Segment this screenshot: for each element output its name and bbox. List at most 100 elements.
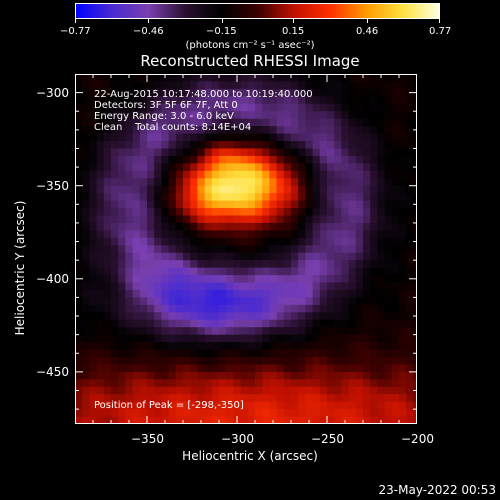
heatmap-cell: [118, 237, 126, 246]
heatmap-cell: [391, 260, 400, 269]
heatmap-cell: [291, 103, 299, 112]
heatmap-cell: [125, 200, 133, 209]
heatmap-cell: [406, 379, 414, 388]
heatmap-cell: [312, 111, 321, 120]
heatmap-cell: [175, 126, 184, 134]
heatmap-cell: [319, 208, 328, 216]
heatmap-cell: [96, 319, 105, 328]
heatmap-cell: [154, 103, 162, 112]
heatmap-cell: [355, 208, 364, 216]
heatmap-cell: [399, 275, 407, 283]
heatmap-cell: [291, 275, 299, 283]
heatmap-cell: [82, 304, 90, 313]
heatmap-cell: [82, 103, 90, 112]
heatmap-cell: [154, 245, 162, 254]
heatmap-cell: [406, 349, 414, 358]
heatmap-cell: [399, 319, 407, 328]
heatmap-cell: [233, 252, 241, 261]
heatmap-cell: [341, 252, 349, 261]
heatmap-cell: [262, 386, 270, 395]
heatmap-cell: [247, 230, 256, 239]
heatmap-cell: [298, 222, 306, 231]
heatmap-cell: [348, 193, 357, 201]
heatmap-cell: [197, 193, 205, 201]
heatmap-cell: [384, 163, 393, 172]
heatmap-cell: [183, 297, 191, 306]
heatmap-cell: [384, 141, 393, 149]
heatmap-cell: [89, 275, 97, 283]
heatmap-cell: [233, 215, 241, 224]
heatmap-cell: [183, 111, 191, 120]
heatmap-cell: [154, 364, 162, 373]
heatmap-cell: [111, 245, 119, 254]
heatmap-cell: [391, 245, 400, 254]
heatmap-cell: [96, 178, 105, 187]
heatmap-cell: [197, 141, 205, 149]
heatmap-cell: [190, 282, 198, 291]
heatmap-cell: [233, 193, 241, 201]
heatmap-cell: [211, 289, 220, 298]
heatmap-cell: [147, 401, 155, 410]
heatmap-cell: [233, 208, 241, 216]
heatmap-cell: [183, 364, 191, 373]
heatmap-cell: [334, 275, 342, 283]
heatmap-cell: [391, 275, 400, 283]
heatmap-cell: [413, 222, 417, 231]
heatmap-cell: [154, 252, 162, 261]
heatmap-cell: [406, 133, 414, 142]
heatmap-cell: [399, 371, 407, 380]
heatmap-cell: [391, 267, 400, 276]
heatmap-cell: [103, 267, 112, 276]
heatmap-cell: [377, 126, 385, 134]
heatmap-cell: [211, 193, 220, 201]
heatmap-cell: [118, 88, 126, 97]
heatmap-cell: [370, 163, 378, 172]
heatmap-cell: [276, 297, 285, 306]
heatmap-cell: [262, 364, 270, 373]
heatmap-cell: [82, 386, 90, 395]
heatmap-cell: [75, 416, 83, 424]
heatmap-cell: [211, 349, 220, 358]
heatmap-cell: [355, 312, 364, 321]
heatmap-cell: [125, 409, 133, 417]
heatmap-cell: [370, 267, 378, 276]
heatmap-cell: [334, 319, 342, 328]
heatmap-cell: [305, 222, 313, 231]
heatmap-cell: [348, 222, 357, 231]
heatmap-cell: [348, 312, 357, 321]
heatmap-cell: [327, 88, 335, 97]
heatmap-cell: [327, 126, 335, 134]
heatmap-cell: [377, 267, 385, 276]
heatmap-cell: [161, 275, 169, 283]
heatmap-cell: [327, 379, 335, 388]
heatmap-cell: [247, 163, 256, 172]
heatmap-cell: [118, 200, 126, 209]
heatmap-cell: [161, 379, 169, 388]
heatmap-cell: [125, 133, 133, 142]
heatmap-cell: [291, 133, 299, 142]
heatmap-cell: [391, 252, 400, 261]
heatmap-cell: [175, 237, 184, 246]
heatmap-cell: [219, 289, 227, 298]
heatmap-cell: [341, 88, 349, 97]
heatmap-cell: [406, 74, 414, 82]
heatmap-cell: [355, 416, 364, 424]
heatmap-cell: [413, 118, 417, 127]
heatmap-cell: [348, 267, 357, 276]
heatmap-cell: [355, 178, 364, 187]
heatmap-cell: [168, 81, 177, 90]
heatmap-cell: [197, 401, 205, 410]
heatmap-cell: [211, 252, 220, 261]
heatmap-cell: [283, 178, 292, 187]
heatmap-cell: [269, 170, 277, 179]
heatmap-cell: [334, 342, 342, 350]
heatmap-cell: [226, 222, 234, 231]
heatmap-cell: [413, 141, 417, 149]
heatmap-cell: [118, 349, 126, 358]
heatmap-cell: [413, 334, 417, 343]
heatmap-cell: [226, 282, 234, 291]
heatmap-cell: [233, 222, 241, 231]
heatmap-cell: [96, 379, 105, 388]
heatmap-cell: [262, 118, 270, 127]
heatmap-cell: [377, 103, 385, 112]
